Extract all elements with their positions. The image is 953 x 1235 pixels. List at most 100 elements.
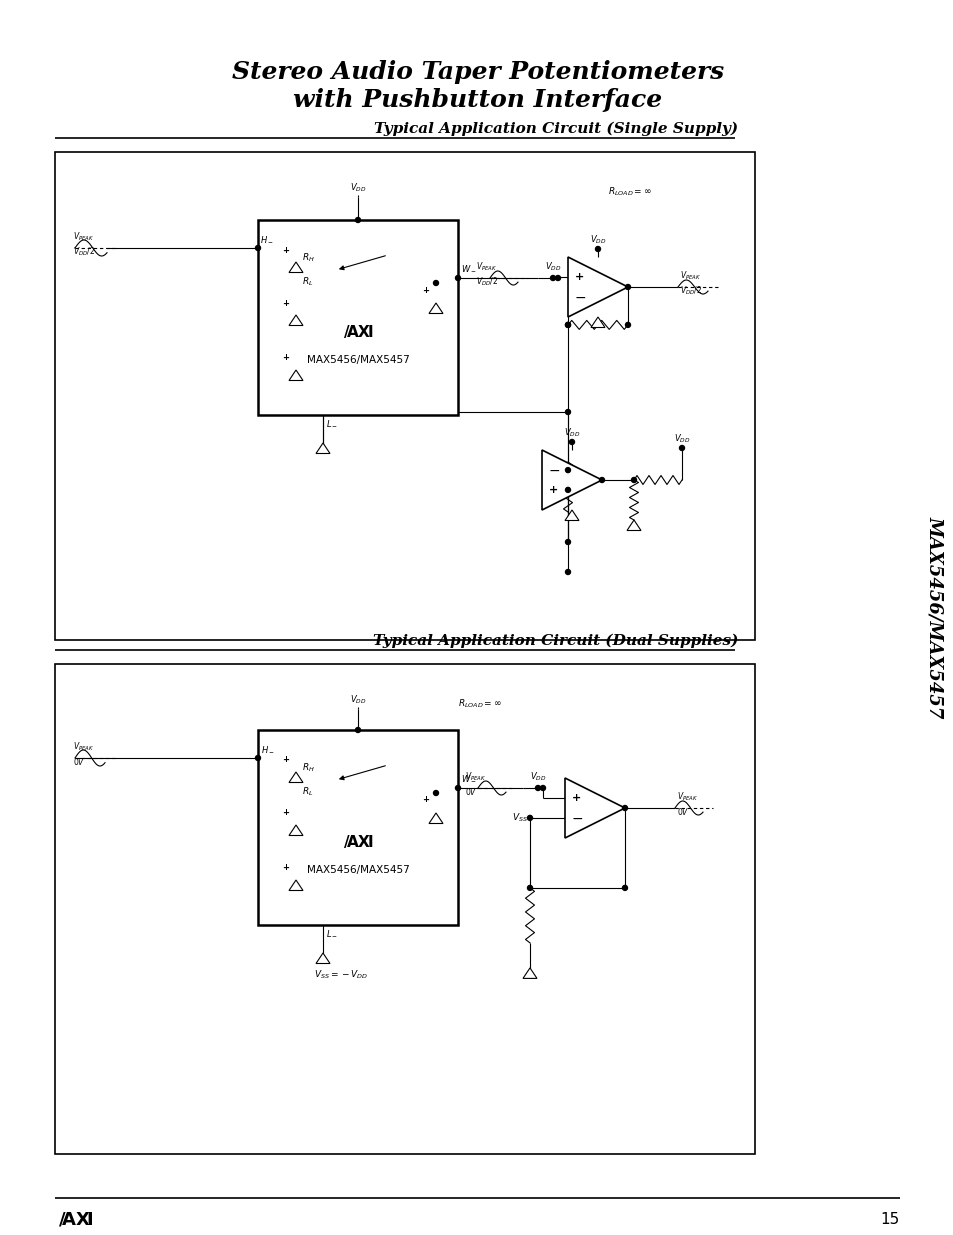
Circle shape <box>595 247 599 252</box>
Text: 15: 15 <box>880 1213 899 1228</box>
Text: +: + <box>282 246 289 254</box>
Text: $H_-$: $H_-$ <box>261 745 274 755</box>
Polygon shape <box>315 953 330 963</box>
Text: $V_{DD}$: $V_{DD}$ <box>544 261 560 273</box>
Polygon shape <box>315 443 330 453</box>
Circle shape <box>455 275 460 280</box>
Text: $V_{DD}/2$: $V_{DD}/2$ <box>679 285 701 298</box>
Circle shape <box>527 885 532 890</box>
Circle shape <box>255 246 260 251</box>
Text: $V_{DD}$: $V_{DD}$ <box>673 432 690 445</box>
Circle shape <box>565 468 570 473</box>
Circle shape <box>565 322 570 327</box>
Text: +: + <box>282 353 289 363</box>
Polygon shape <box>522 968 537 978</box>
Circle shape <box>255 756 260 761</box>
Circle shape <box>631 478 636 483</box>
Text: $R_H$: $R_H$ <box>302 762 314 774</box>
Polygon shape <box>289 825 303 836</box>
Text: Typical Application Circuit (Single Supply): Typical Application Circuit (Single Supp… <box>374 121 738 136</box>
Circle shape <box>565 569 570 574</box>
Text: +: + <box>422 795 429 804</box>
Circle shape <box>355 217 360 222</box>
Polygon shape <box>567 257 627 317</box>
Text: $V_{DD}$: $V_{DD}$ <box>563 426 579 438</box>
Text: $V_{DD}$: $V_{DD}$ <box>350 182 366 194</box>
Circle shape <box>565 540 570 545</box>
Text: $L_-$: $L_-$ <box>326 927 337 937</box>
Text: $V_{PEAK}$: $V_{PEAK}$ <box>464 771 486 783</box>
Circle shape <box>527 815 532 820</box>
Text: MAX5456/MAX5457: MAX5456/MAX5457 <box>306 356 409 366</box>
Polygon shape <box>564 778 624 839</box>
Polygon shape <box>541 450 601 510</box>
Text: +: + <box>282 863 289 872</box>
Circle shape <box>679 446 684 451</box>
Bar <box>257 730 457 925</box>
Text: $V_{PEAK}$: $V_{PEAK}$ <box>677 790 698 803</box>
Text: $L_-$: $L_-$ <box>326 417 337 427</box>
Circle shape <box>622 805 627 810</box>
Text: $R_L$: $R_L$ <box>302 275 314 288</box>
Polygon shape <box>289 370 303 380</box>
Text: $\mathit{\mathbf{/\!\/\!AX\!I\/\!\/\!}}$: $\mathit{\mathbf{/\!\/\!AX\!I\/\!\/\!}}$ <box>342 322 373 340</box>
Polygon shape <box>429 303 442 314</box>
Text: MAX5456/MAX5457: MAX5456/MAX5457 <box>925 516 943 719</box>
Text: $-$: $-$ <box>570 811 582 825</box>
Polygon shape <box>289 881 303 890</box>
Circle shape <box>535 785 540 790</box>
Text: $W_-$: $W_-$ <box>460 263 476 273</box>
Text: $V_{DD}/2$: $V_{DD}/2$ <box>73 246 95 258</box>
Circle shape <box>622 885 627 890</box>
Text: $W_-$: $W_-$ <box>460 773 476 783</box>
Text: $V_{DD}$: $V_{DD}$ <box>350 694 366 706</box>
Text: +: + <box>572 793 581 803</box>
Polygon shape <box>590 317 604 327</box>
Text: +: + <box>575 272 584 282</box>
Text: $V_{DD}$: $V_{DD}$ <box>529 771 546 783</box>
Circle shape <box>550 275 555 280</box>
Text: $V_{DD}/2$: $V_{DD}/2$ <box>476 275 497 288</box>
Circle shape <box>433 790 438 795</box>
Circle shape <box>455 785 460 790</box>
Polygon shape <box>626 520 640 531</box>
Text: $V_{PEAK}$: $V_{PEAK}$ <box>73 741 94 753</box>
Text: $R_{LOAD}=\infty$: $R_{LOAD}=\infty$ <box>607 185 651 199</box>
Text: $0V$: $0V$ <box>677 806 689 818</box>
Circle shape <box>625 322 630 327</box>
Polygon shape <box>289 262 303 273</box>
Text: +: + <box>282 756 289 764</box>
Text: MAX5456/MAX5457: MAX5456/MAX5457 <box>306 866 409 876</box>
Text: $-$: $-$ <box>547 463 559 477</box>
Text: $R_H$: $R_H$ <box>302 252 314 264</box>
Text: $V_{PEAK}$: $V_{PEAK}$ <box>73 231 94 243</box>
Text: Stereo Audio Taper Potentiometers: Stereo Audio Taper Potentiometers <box>232 61 723 84</box>
Text: $0V$: $0V$ <box>73 757 86 767</box>
Text: $V_{DD}$: $V_{DD}$ <box>589 233 605 246</box>
Circle shape <box>355 727 360 732</box>
Circle shape <box>625 284 630 289</box>
Bar <box>55 152 754 640</box>
Circle shape <box>569 440 574 445</box>
Text: $V_{PEAK}$: $V_{PEAK}$ <box>476 261 497 273</box>
Circle shape <box>555 275 560 280</box>
Text: $\mathit{\mathbf{/\!\/\!AX\!I\/\!\/\!}}$: $\mathit{\mathbf{/\!\/\!AX\!I\/\!\/\!}}$ <box>58 1212 93 1229</box>
Circle shape <box>565 322 570 327</box>
Text: $\mathit{\mathbf{/\!\/\!AX\!I\/\!\/\!}}$: $\mathit{\mathbf{/\!\/\!AX\!I\/\!\/\!}}$ <box>342 832 373 850</box>
Circle shape <box>540 785 545 790</box>
Circle shape <box>598 478 604 483</box>
Text: +: + <box>422 285 429 294</box>
Circle shape <box>565 410 570 415</box>
Text: Typical Application Circuit (Dual Supplies): Typical Application Circuit (Dual Suppli… <box>373 634 738 648</box>
Bar <box>55 664 754 1153</box>
Text: with Pushbutton Interface: with Pushbutton Interface <box>294 88 662 112</box>
Polygon shape <box>289 772 303 783</box>
Text: $V_{SS}=-V_{DD}$: $V_{SS}=-V_{DD}$ <box>314 968 368 982</box>
Text: $0V$: $0V$ <box>464 787 477 798</box>
Text: $R_{LOAD}=\infty$: $R_{LOAD}=\infty$ <box>457 698 501 710</box>
Text: $R_L$: $R_L$ <box>302 785 314 798</box>
Text: $-$: $-$ <box>574 290 585 304</box>
Polygon shape <box>429 813 442 824</box>
Text: $V_{SS}$: $V_{SS}$ <box>512 811 527 824</box>
Circle shape <box>433 280 438 285</box>
